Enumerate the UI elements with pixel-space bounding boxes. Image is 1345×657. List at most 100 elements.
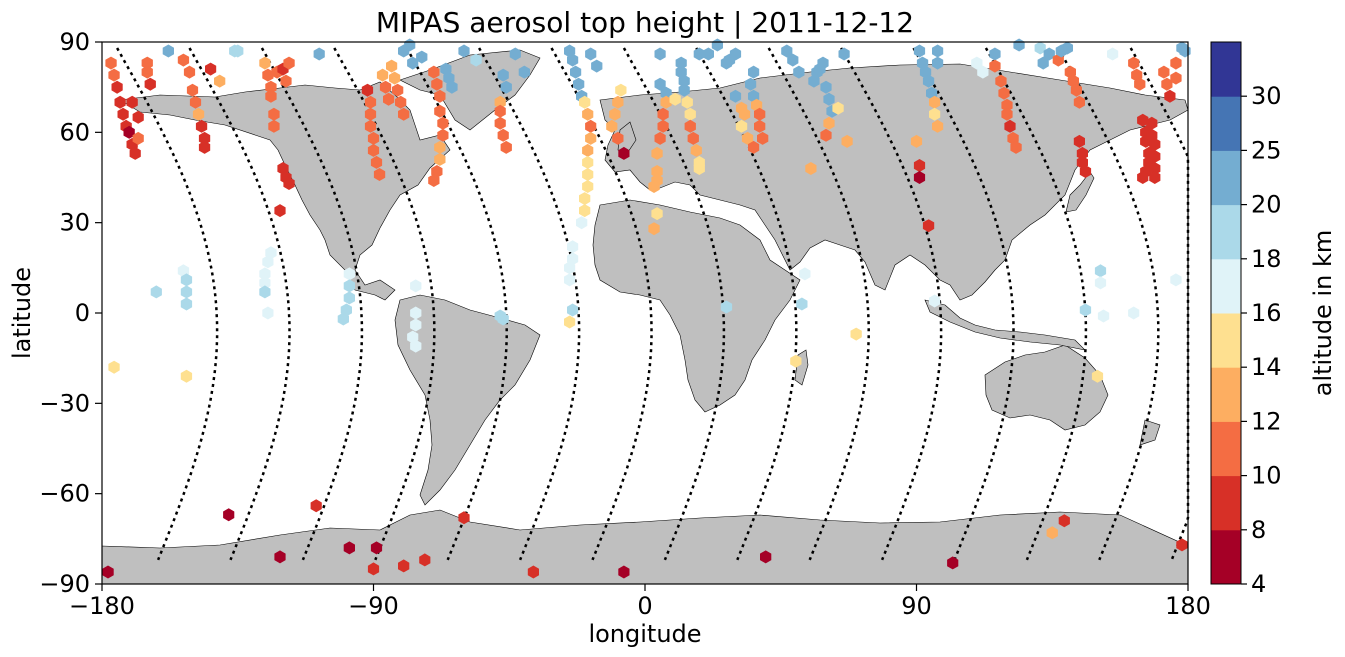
- data-point: [799, 267, 811, 281]
- data-point: [998, 86, 1010, 100]
- data-point: [129, 146, 141, 160]
- data-point: [1037, 56, 1049, 70]
- data-point: [612, 131, 624, 145]
- data-point: [651, 165, 663, 178]
- data-point: [383, 92, 395, 106]
- data-point: [434, 104, 446, 118]
- data-point: [823, 92, 835, 106]
- colorbar-band: [1211, 258, 1241, 314]
- data-point: [971, 56, 983, 70]
- data-point: [1073, 95, 1085, 109]
- data-point: [367, 562, 380, 576]
- data-point: [910, 134, 923, 148]
- orbit-track: [695, 47, 798, 561]
- data-point: [684, 107, 696, 121]
- data-point: [805, 162, 817, 175]
- data-point: [262, 306, 274, 320]
- data-point: [573, 77, 585, 91]
- data-point: [274, 204, 286, 218]
- colorbar-tick-label: 25: [1251, 136, 1282, 164]
- data-point: [1149, 171, 1161, 184]
- data-point: [570, 65, 582, 79]
- orbit-track: [840, 47, 943, 561]
- data-point: [367, 143, 380, 157]
- data-point: [376, 68, 389, 82]
- data-point: [392, 83, 404, 97]
- data-point: [386, 59, 398, 73]
- orbit-track: [550, 47, 653, 561]
- data-point: [500, 140, 512, 154]
- data-point: [738, 107, 751, 121]
- data-point: [1094, 264, 1107, 278]
- data-point: [497, 128, 509, 142]
- data-point: [518, 65, 530, 79]
- data-point: [1094, 276, 1107, 290]
- data-point: [265, 89, 277, 103]
- orbit-track: [478, 47, 581, 561]
- data-point: [183, 65, 196, 79]
- data-point: [735, 119, 748, 133]
- data-point: [398, 559, 410, 573]
- data-point: [648, 222, 660, 236]
- chart-title: MIPAS aerosol top height | 2011-12-12: [376, 6, 914, 39]
- data-point: [313, 47, 325, 61]
- data-point: [437, 116, 449, 130]
- data-point: [180, 285, 193, 299]
- y-axis: −90 −60 −30 0 30 60 90: [39, 28, 102, 598]
- data-point: [582, 107, 594, 121]
- data-point: [144, 77, 156, 91]
- data-point: [407, 56, 419, 70]
- data-point: [1176, 538, 1188, 552]
- data-point: [702, 47, 714, 61]
- data-point: [379, 80, 392, 94]
- data-point: [929, 107, 941, 121]
- data-point: [497, 312, 509, 326]
- data-point: [343, 267, 355, 281]
- data-point: [684, 119, 696, 133]
- data-point: [741, 131, 754, 145]
- data-point: [434, 89, 446, 103]
- colorbar-band: [1211, 42, 1241, 97]
- x-tick-label: −180: [69, 592, 135, 620]
- maritime-asia-land: [924, 299, 1086, 351]
- colorbar: 4 8 10 12 14 16 18 20 25 30: [1210, 41, 1282, 598]
- data-point: [1046, 526, 1058, 540]
- data-point: [657, 119, 669, 133]
- data-point: [579, 192, 591, 206]
- data-point: [509, 47, 521, 61]
- y-tick-label: 30: [59, 209, 90, 237]
- data-point: [929, 95, 941, 109]
- data-point: [913, 159, 926, 172]
- data-point: [259, 56, 271, 70]
- data-point: [310, 499, 322, 513]
- data-point: [754, 119, 766, 133]
- data-point: [582, 168, 594, 181]
- data-point: [1134, 77, 1146, 91]
- data-point: [564, 261, 576, 275]
- data-point: [364, 119, 377, 133]
- data-point: [189, 95, 202, 109]
- data-point: [609, 107, 621, 121]
- x-axis-label: longitude: [588, 620, 701, 648]
- data-point: [364, 107, 377, 121]
- x-tick-label: −90: [348, 592, 399, 620]
- data-point: [748, 65, 760, 79]
- data-point: [947, 556, 959, 570]
- data-point: [494, 116, 506, 130]
- data-point: [678, 74, 690, 88]
- data-point: [1091, 369, 1104, 383]
- data-point: [977, 65, 989, 79]
- data-point: [1073, 134, 1085, 148]
- data-point: [446, 80, 458, 94]
- data-point: [615, 83, 627, 97]
- data-point: [262, 68, 274, 82]
- data-point: [669, 92, 681, 106]
- colorbar-tick-label: 4: [1251, 570, 1266, 598]
- data-point: [760, 550, 772, 564]
- orbit-track: [1057, 47, 1160, 561]
- data-point: [367, 131, 380, 145]
- data-point: [913, 171, 926, 184]
- data-point: [582, 180, 594, 193]
- colorbar-band: [1211, 204, 1241, 260]
- data-point: [757, 131, 769, 145]
